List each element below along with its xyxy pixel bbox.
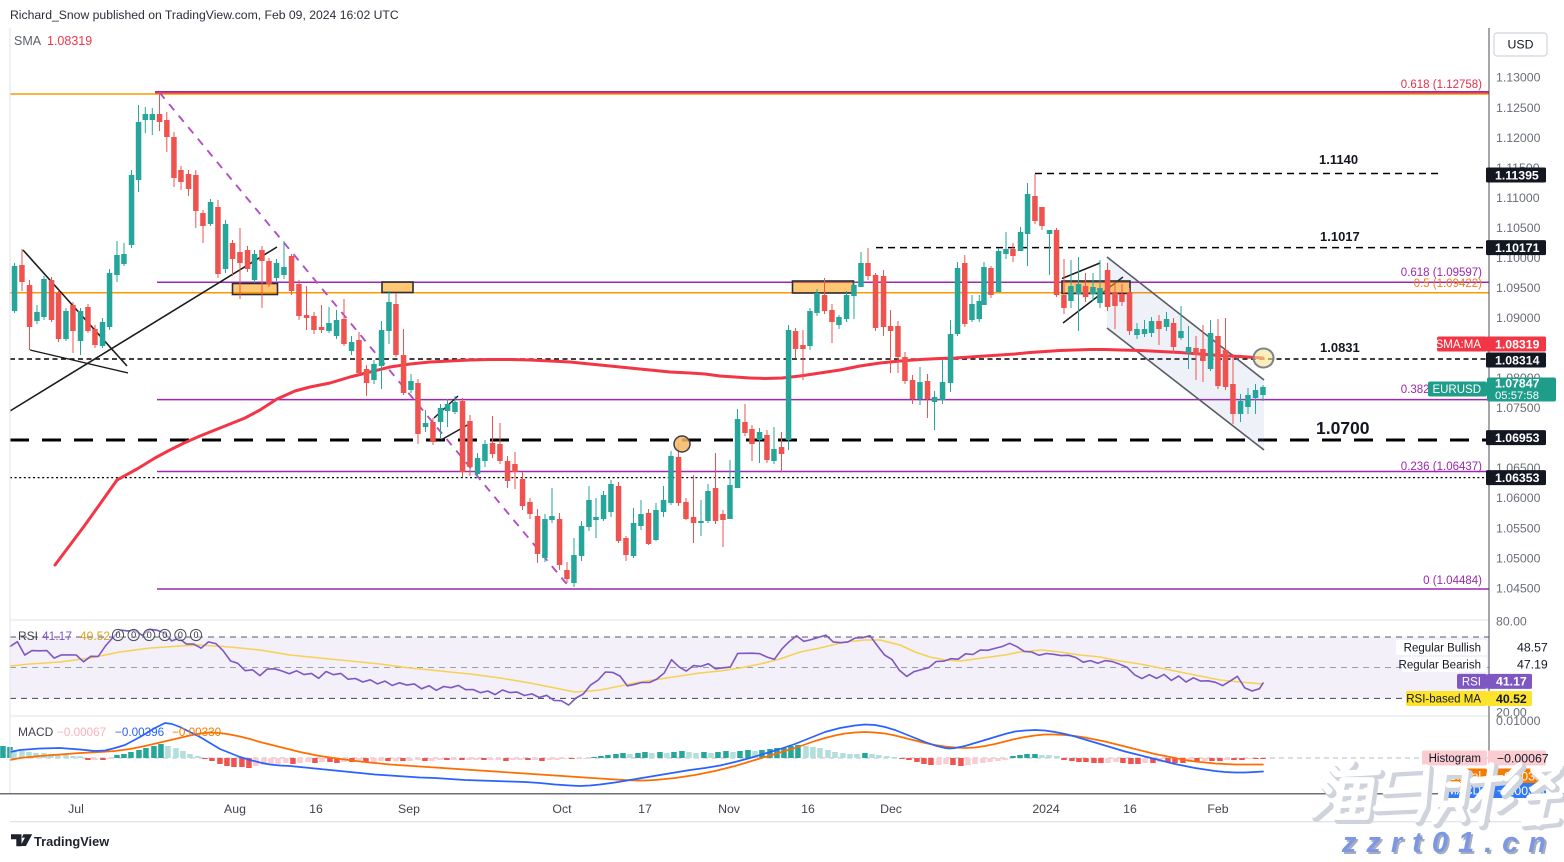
- svg-text:40.52: 40.52: [1496, 692, 1527, 706]
- svg-text:Regular Bullish: Regular Bullish: [1404, 643, 1481, 655]
- svg-text:Dec: Dec: [880, 802, 902, 816]
- svg-text:1.05000: 1.05000: [1496, 551, 1541, 565]
- svg-text:0.236 (1.06437): 0.236 (1.06437): [1401, 461, 1482, 473]
- svg-text:0 (1.04484): 0 (1.04484): [1423, 575, 1482, 587]
- svg-text:1.1140: 1.1140: [1319, 152, 1358, 167]
- svg-text:1.06353: 1.06353: [1495, 471, 1540, 485]
- svg-text:RSI: RSI: [1462, 676, 1481, 688]
- svg-text:Jul: Jul: [68, 802, 84, 816]
- svg-text:80.00: 80.00: [1496, 615, 1527, 629]
- svg-text:16: 16: [309, 802, 323, 816]
- svg-text:1.10500: 1.10500: [1496, 221, 1541, 235]
- svg-text:47.19: 47.19: [1517, 658, 1548, 672]
- svg-text:0: 0: [178, 630, 183, 640]
- svg-text:−0.00067: −0.00067: [57, 726, 106, 739]
- svg-text:48.57: 48.57: [1517, 641, 1548, 655]
- svg-text:0: 0: [115, 630, 120, 640]
- svg-text:1.11000: 1.11000: [1496, 191, 1540, 205]
- svg-text:−0.00396: −0.00396: [115, 726, 164, 739]
- svg-text:RSI: RSI: [18, 629, 38, 643]
- svg-text:1.11395: 1.11395: [1495, 168, 1539, 182]
- svg-text:1.12000: 1.12000: [1496, 131, 1541, 145]
- svg-text:20.00: 20.00: [1496, 706, 1527, 720]
- svg-text:Aug: Aug: [224, 802, 246, 816]
- svg-text:Feb: Feb: [1207, 802, 1228, 816]
- svg-text:TradingView: TradingView: [34, 834, 109, 849]
- svg-text:2024: 2024: [1032, 802, 1060, 816]
- svg-text:0.01000: 0.01000: [1496, 714, 1541, 728]
- svg-text:1.04500: 1.04500: [1496, 581, 1541, 595]
- svg-text:16: 16: [801, 802, 815, 816]
- svg-text:41.17: 41.17: [42, 629, 72, 643]
- svg-text:0: 0: [162, 630, 167, 640]
- svg-text:Richard_Snow published on Trad: Richard_Snow published on TradingView.co…: [10, 8, 399, 22]
- svg-text:1.09000: 1.09000: [1496, 311, 1541, 325]
- svg-text:41.17: 41.17: [1496, 675, 1527, 689]
- svg-text:USD: USD: [1508, 38, 1534, 52]
- svg-text:16: 16: [1123, 802, 1137, 816]
- svg-text:SMA:MA: SMA:MA: [1436, 339, 1482, 351]
- svg-text:0: 0: [193, 630, 198, 640]
- svg-text:1.0831: 1.0831: [1320, 340, 1360, 355]
- svg-text:05:57:58: 05:57:58: [1495, 390, 1539, 402]
- svg-text:−0.00067: −0.00067: [1497, 751, 1549, 765]
- svg-text:1.07500: 1.07500: [1496, 401, 1541, 415]
- svg-text:1.10171: 1.10171: [1495, 241, 1540, 255]
- svg-text:Sep: Sep: [398, 802, 420, 816]
- svg-text:1.08319: 1.08319: [1495, 337, 1540, 351]
- svg-text:1.13000: 1.13000: [1496, 71, 1541, 85]
- svg-text:zzrt01.cn: zzrt01.cn: [1341, 827, 1556, 857]
- svg-text:1.08319: 1.08319: [47, 34, 92, 48]
- svg-text:zzrt01.cn: zzrt01.cn: [1343, 829, 1558, 857]
- svg-text:EURUSD: EURUSD: [1432, 384, 1481, 396]
- svg-text:Oct: Oct: [552, 802, 572, 816]
- svg-text:1.0700: 1.0700: [1316, 418, 1370, 438]
- svg-text:0: 0: [131, 630, 136, 640]
- svg-text:0.618 (1.09597): 0.618 (1.09597): [1401, 267, 1482, 279]
- svg-text:0.5 (1.09422): 0.5 (1.09422): [1414, 278, 1483, 290]
- svg-text:1.07847: 1.07847: [1495, 377, 1540, 391]
- svg-text:Histogram: Histogram: [1429, 753, 1481, 765]
- svg-text:SMA: SMA: [14, 34, 42, 48]
- svg-text:RSI-based MA: RSI-based MA: [1406, 694, 1481, 706]
- svg-text:MACD: MACD: [18, 725, 54, 739]
- svg-text:0.618 (1.12758): 0.618 (1.12758): [1401, 79, 1482, 91]
- svg-text:Nov: Nov: [718, 802, 741, 816]
- svg-text:1.1017: 1.1017: [1320, 229, 1360, 244]
- svg-text:1.06953: 1.06953: [1495, 431, 1540, 445]
- svg-text:0: 0: [147, 630, 152, 640]
- svg-text:1.09500: 1.09500: [1496, 281, 1541, 295]
- svg-text:17: 17: [638, 802, 652, 816]
- svg-text:−0.00330: −0.00330: [172, 726, 222, 739]
- svg-text:1.12500: 1.12500: [1496, 101, 1541, 115]
- svg-text:1.06000: 1.06000: [1496, 491, 1541, 505]
- svg-text:40.52: 40.52: [80, 629, 110, 643]
- svg-text:1.05500: 1.05500: [1496, 521, 1541, 535]
- svg-text:1.08314: 1.08314: [1495, 353, 1540, 367]
- svg-text:Regular Bearish: Regular Bearish: [1399, 660, 1481, 672]
